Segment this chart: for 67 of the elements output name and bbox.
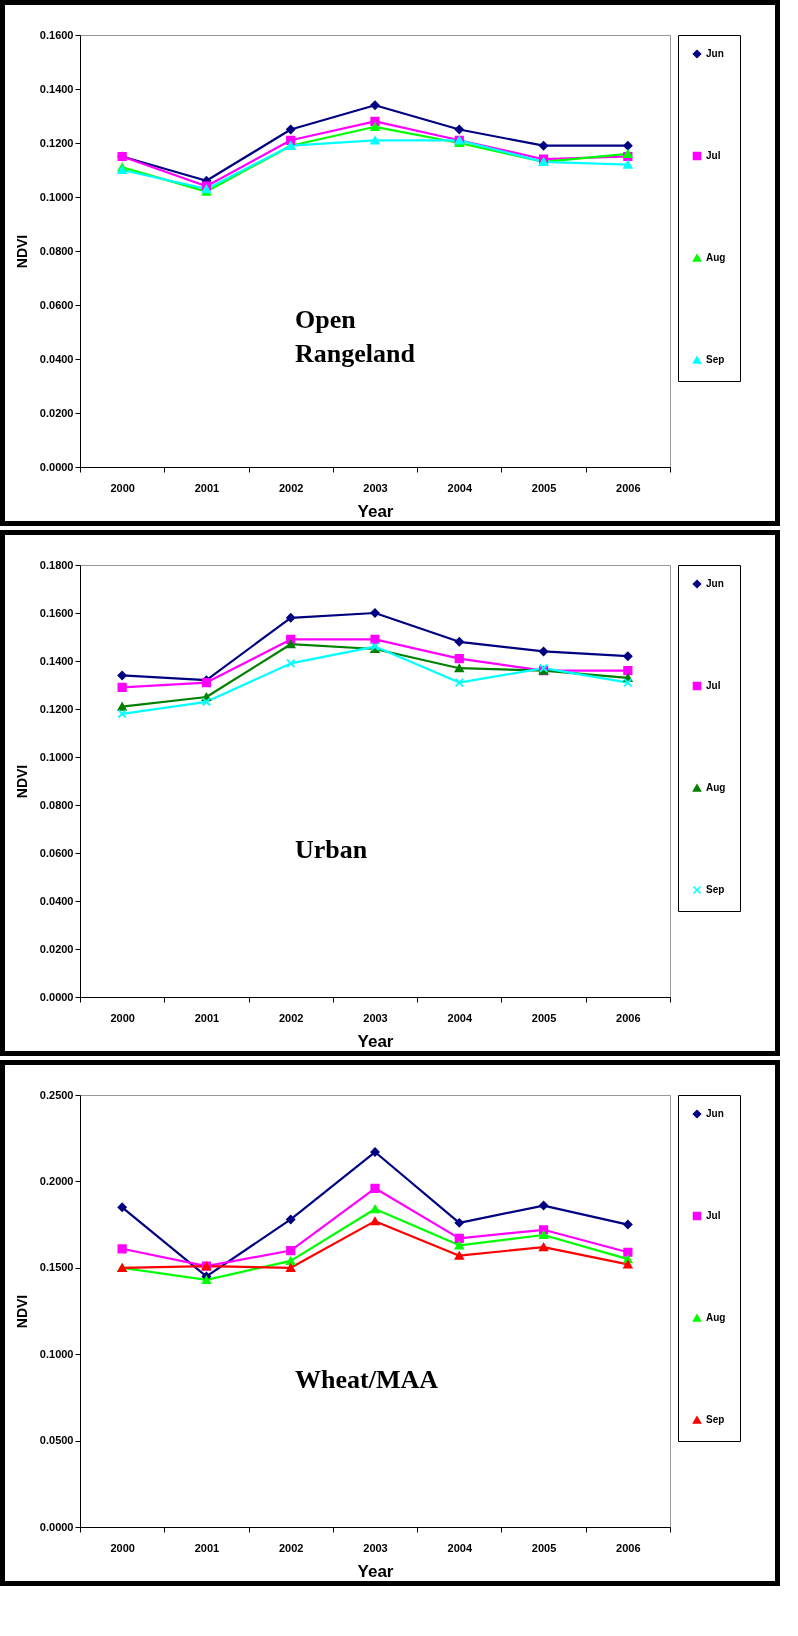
y-tick-label: 0.0800: [39, 798, 74, 811]
x-tick-label: 2006: [616, 1011, 641, 1024]
y-tick-label: 0.0400: [39, 894, 74, 907]
y-tick-label: 0.1000: [39, 750, 74, 763]
legend-label: Sep: [706, 884, 725, 895]
legend-label: Jul: [706, 680, 721, 691]
x-tick-label: 2000: [110, 1541, 135, 1554]
legend-label: Aug: [706, 782, 726, 793]
legend-label: Sep: [706, 1414, 725, 1425]
y-tick-label: 0.1000: [39, 1347, 74, 1360]
y-tick-label: 0.1400: [39, 82, 74, 95]
x-axis-title: Year: [357, 1031, 394, 1051]
legend-label: Sep: [706, 354, 725, 365]
y-tick-label: 0.0000: [39, 990, 74, 1003]
y-axis-title: NDVI: [13, 234, 30, 269]
annotation: Open Rangeland: [295, 305, 416, 368]
x-tick-label: 2004: [447, 481, 473, 494]
x-tick-label: 2005: [531, 1011, 557, 1024]
y-tick-label: 0.0200: [39, 406, 74, 419]
legend-label: Jun: [706, 1108, 724, 1119]
y-tick-label: 0.2500: [39, 1088, 74, 1101]
x-tick-label: 2000: [110, 481, 135, 494]
y-tick-label: 0.0000: [39, 1520, 74, 1533]
x-tick-label: 2005: [531, 481, 557, 494]
y-tick-label: 0.0200: [39, 942, 74, 955]
x-tick-label: 2001: [194, 1541, 220, 1554]
x-tick-label: 2004: [447, 1541, 473, 1554]
legend-label: Jul: [706, 150, 721, 161]
y-tick-label: 0.0600: [39, 298, 74, 311]
y-tick-label: 0.1600: [39, 28, 74, 41]
x-tick-label: 2002: [278, 1011, 304, 1024]
x-tick-label: 2003: [363, 1541, 388, 1554]
x-tick-label: 2006: [616, 1541, 641, 1554]
legend-label: Jun: [706, 578, 724, 589]
y-tick-label: 0.0500: [39, 1434, 74, 1447]
legend-label: Aug: [706, 1312, 726, 1323]
y-tick-label: 0.1500: [39, 1261, 74, 1274]
y-tick-label: 0.0000: [39, 460, 74, 473]
x-tick-label: 2003: [363, 1011, 388, 1024]
x-tick-label: 2006: [616, 481, 641, 494]
y-tick-label: 0.1800: [39, 558, 74, 571]
x-tick-label: 2001: [194, 1011, 220, 1024]
annotation: Wheat/MAA: [295, 1365, 439, 1394]
x-tick-label: 2002: [278, 1541, 304, 1554]
x-axis-title: Year: [357, 501, 394, 521]
y-tick-label: 0.1400: [39, 654, 74, 667]
annotation: Urban: [295, 835, 368, 864]
x-tick-label: 2003: [363, 481, 388, 494]
x-tick-label: 2001: [194, 481, 220, 494]
legend-label: Jul: [706, 1210, 721, 1221]
x-axis-title: Year: [357, 1561, 394, 1581]
y-axis-title: NDVI: [13, 1294, 30, 1329]
y-tick-label: 0.0600: [39, 846, 74, 859]
y-tick-label: 0.1200: [39, 136, 74, 149]
y-tick-label: 0.1600: [39, 606, 74, 619]
x-tick-label: 2005: [531, 1541, 557, 1554]
y-tick-label: 0.1200: [39, 702, 74, 715]
y-axis-title: NDVI: [13, 764, 30, 799]
y-tick-label: 0.2000: [39, 1174, 74, 1187]
x-tick-label: 2004: [447, 1011, 473, 1024]
y-tick-label: 0.0400: [39, 352, 74, 365]
legend-label: Jun: [706, 48, 724, 59]
y-tick-label: 0.0800: [39, 244, 74, 257]
legend-label: Aug: [706, 252, 726, 263]
y-tick-label: 0.1000: [39, 190, 74, 203]
x-tick-label: 2000: [110, 1011, 135, 1024]
x-tick-label: 2002: [278, 481, 304, 494]
